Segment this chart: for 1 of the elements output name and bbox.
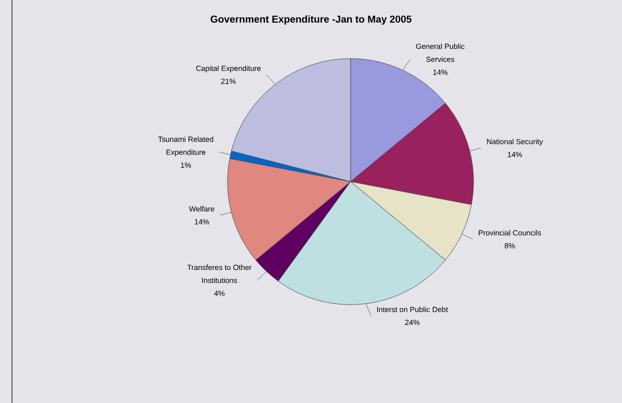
chart-title: Government Expenditure -Jan to May 2005 [210,15,412,25]
